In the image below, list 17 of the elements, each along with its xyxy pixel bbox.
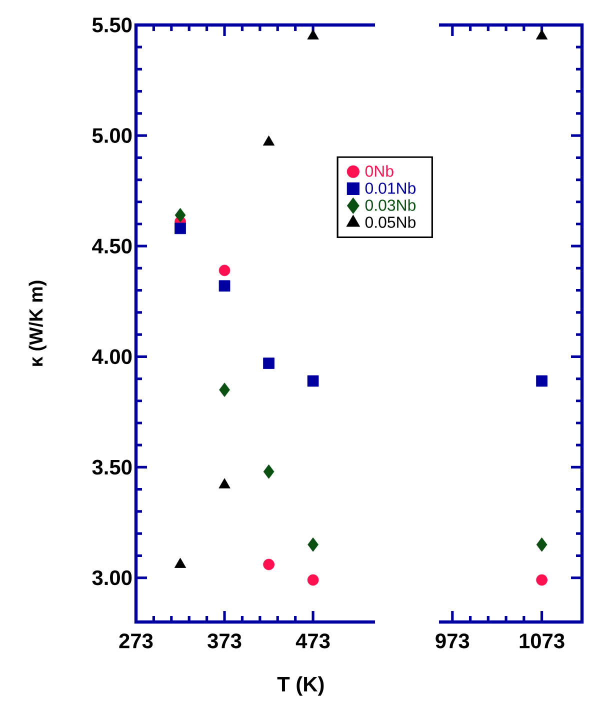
- legend-label: 0Nb: [365, 165, 394, 177]
- x-tick-label: 973: [436, 634, 470, 648]
- x-tick-label: 273: [119, 634, 153, 648]
- y-tick-label: 4.50: [92, 238, 132, 254]
- y-axis-title: κ (W/K m): [28, 280, 46, 366]
- x-tick-label: 473: [296, 634, 330, 648]
- y-tick-label: 5.00: [92, 128, 132, 143]
- x-tick-label: 373: [208, 634, 242, 648]
- y-tick-label: 3.50: [92, 460, 132, 475]
- y-tick-label: 5.50: [92, 18, 132, 32]
- legend-label: 0.05Nb: [365, 216, 416, 228]
- x-tick-label: 1073: [520, 634, 564, 648]
- legend-label: 0.01Nb: [365, 182, 416, 194]
- x-axis-title: T (K): [277, 676, 324, 696]
- y-tick-label: 4.00: [92, 349, 132, 364]
- y-tick-label: 3.00: [92, 570, 132, 586]
- legend-label: 0.03Nb: [365, 199, 416, 211]
